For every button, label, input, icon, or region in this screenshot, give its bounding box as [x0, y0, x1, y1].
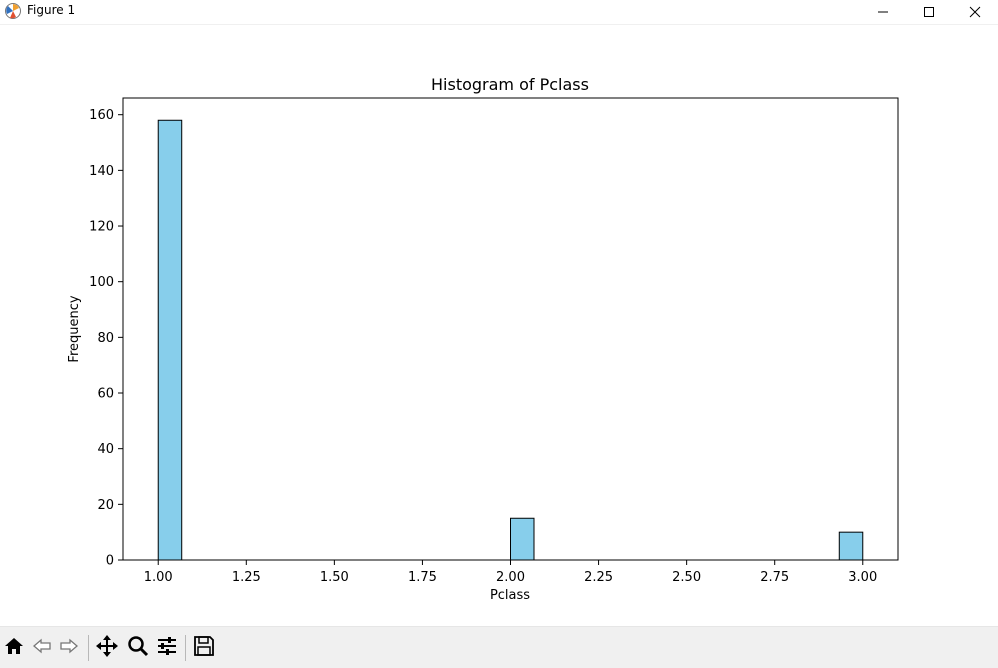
y-tick-label: 40 [97, 442, 114, 457]
matplotlib-logo-icon [4, 2, 22, 20]
y-tick-label: 20 [97, 498, 114, 513]
close-button[interactable] [952, 0, 998, 24]
back-button[interactable] [30, 636, 54, 660]
figure-canvas[interactable]: Histogram of Pclass 1.00 1.25 1.50 1.75 2.00… [0, 25, 998, 625]
window-titlebar: Figure 1 [0, 0, 998, 25]
y-tick-label: 100 [89, 275, 114, 290]
x-tick-label: 1.50 [320, 570, 349, 585]
y-tick-label: 160 [89, 108, 114, 123]
pan-icon [95, 634, 119, 662]
maximize-button[interactable] [906, 0, 952, 24]
x-tick-label: 2.50 [672, 570, 701, 585]
save-icon [193, 635, 215, 661]
y-tick-label: 80 [97, 331, 114, 346]
home-icon [3, 635, 25, 661]
histogram-bar [838, 531, 864, 561]
x-tick-label: 2.75 [760, 570, 789, 585]
pan-button[interactable] [95, 634, 119, 662]
chart-title: Histogram of Pclass [431, 75, 589, 94]
y-tick-label: 0 [106, 554, 114, 569]
configure-subplots-icon [156, 635, 178, 661]
forward-icon [58, 635, 80, 661]
x-tick-label: 2.00 [496, 570, 525, 585]
back-icon [31, 635, 53, 661]
y-axis-label: Frequency [67, 295, 82, 362]
x-axis-label: Pclass [490, 588, 530, 603]
x-tick-label: 1.25 [232, 570, 261, 585]
toolbar-separator [185, 635, 186, 661]
zoom-button[interactable] [126, 636, 150, 660]
histogram-chart: Histogram of Pclass 1.00 1.25 1.50 1.75 2.00… [67, 75, 899, 603]
plot-frame [122, 97, 899, 561]
configure-subplots-button[interactable] [155, 636, 179, 660]
close-icon [969, 3, 981, 22]
minimize-button[interactable] [860, 0, 906, 24]
histogram-bar [157, 119, 183, 561]
x-tick-label: 1.75 [408, 570, 437, 585]
x-tick-label: 1.00 [144, 570, 173, 585]
x-tick-label: 3.00 [848, 570, 877, 585]
toolbar-separator [88, 635, 89, 661]
bars-layer [157, 119, 864, 561]
histogram-bar [510, 517, 535, 561]
x-tick-label: 2.25 [584, 570, 613, 585]
y-tick-label: 140 [89, 164, 114, 179]
zoom-icon [127, 635, 149, 661]
y-tick-label: 60 [97, 387, 114, 402]
y-tick-label: 120 [89, 220, 114, 235]
home-button[interactable] [2, 636, 26, 660]
x-axis-ticks: 1.00 1.25 1.50 1.75 2.00 2.25 2.50 2.75 3.00 [144, 560, 877, 585]
y-axis-ticks: 0 20 40 60 80 100 120 140 160 [89, 108, 123, 569]
forward-button[interactable] [57, 636, 81, 660]
save-button[interactable] [192, 636, 216, 660]
navigation-toolbar [0, 626, 998, 668]
maximize-icon [923, 3, 935, 22]
minimize-icon [877, 3, 889, 22]
window-title: Figure 1 [27, 3, 76, 17]
